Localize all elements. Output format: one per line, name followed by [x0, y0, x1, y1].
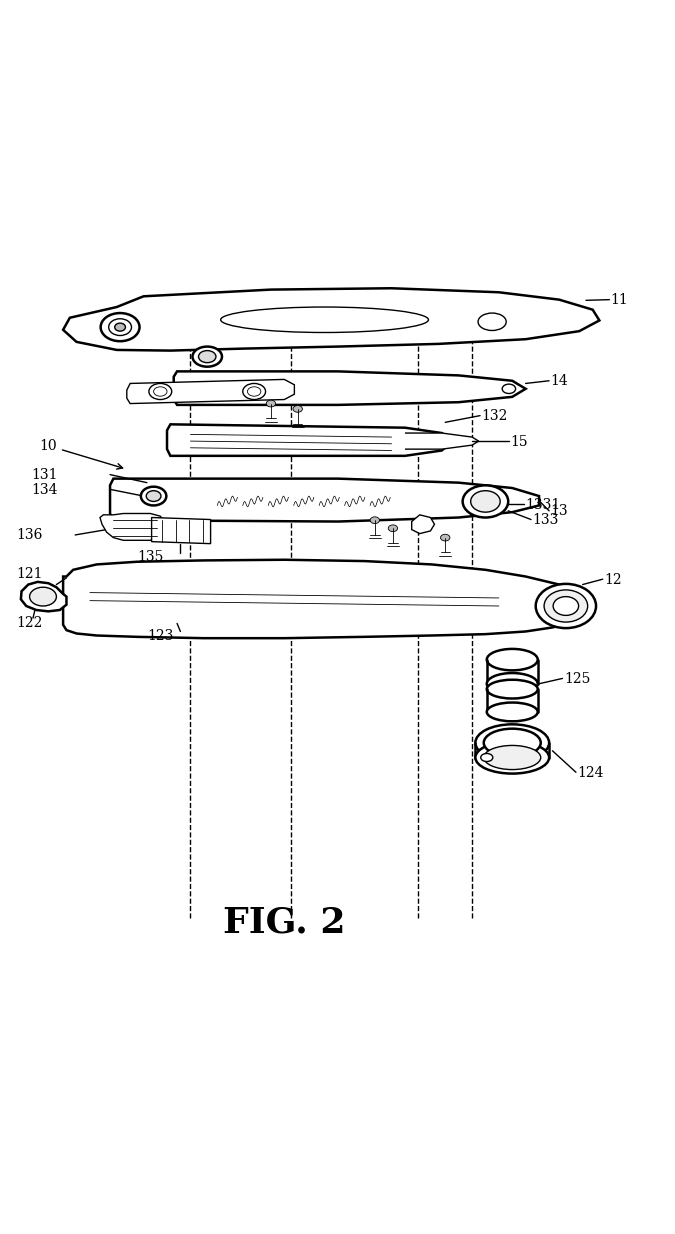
Ellipse shape: [101, 313, 139, 342]
Polygon shape: [110, 479, 539, 522]
Ellipse shape: [242, 384, 265, 400]
Polygon shape: [167, 424, 452, 457]
Polygon shape: [127, 380, 294, 404]
Text: 125: 125: [563, 671, 589, 686]
Polygon shape: [63, 560, 589, 638]
Ellipse shape: [486, 649, 537, 670]
Text: 135: 135: [137, 549, 163, 564]
Ellipse shape: [115, 323, 126, 332]
Text: 136: 136: [17, 528, 43, 542]
Ellipse shape: [148, 384, 171, 400]
Text: 15: 15: [510, 434, 527, 448]
Ellipse shape: [480, 754, 492, 761]
Ellipse shape: [30, 587, 56, 606]
Polygon shape: [411, 515, 434, 534]
Ellipse shape: [470, 491, 500, 512]
Ellipse shape: [475, 742, 548, 774]
Text: 132: 132: [481, 408, 507, 423]
Text: FIG. 2: FIG. 2: [223, 905, 345, 939]
Polygon shape: [404, 433, 478, 449]
Text: 134: 134: [31, 482, 57, 497]
Ellipse shape: [370, 517, 379, 524]
Text: 122: 122: [16, 616, 43, 629]
Polygon shape: [21, 582, 66, 612]
Ellipse shape: [552, 597, 578, 616]
Ellipse shape: [486, 680, 537, 698]
Ellipse shape: [535, 584, 595, 628]
Ellipse shape: [543, 590, 587, 622]
Ellipse shape: [198, 350, 215, 363]
Text: 124: 124: [576, 765, 603, 780]
Ellipse shape: [109, 320, 132, 336]
Ellipse shape: [483, 745, 540, 770]
Text: 10: 10: [40, 438, 57, 453]
Polygon shape: [63, 289, 599, 350]
Ellipse shape: [483, 729, 540, 756]
Text: 13: 13: [549, 505, 567, 518]
Text: 1331: 1331: [525, 497, 560, 511]
Text: 121: 121: [16, 568, 43, 581]
Ellipse shape: [140, 487, 166, 506]
Text: 133: 133: [532, 513, 558, 527]
Polygon shape: [100, 513, 163, 540]
Polygon shape: [151, 518, 211, 544]
Ellipse shape: [486, 703, 537, 722]
Ellipse shape: [475, 724, 548, 761]
Ellipse shape: [387, 526, 397, 532]
Ellipse shape: [146, 491, 161, 502]
Ellipse shape: [462, 486, 508, 518]
Text: 131: 131: [31, 468, 57, 482]
Text: 14: 14: [549, 374, 568, 389]
Ellipse shape: [192, 347, 221, 366]
Text: 11: 11: [610, 292, 628, 307]
Text: 12: 12: [603, 573, 621, 586]
Ellipse shape: [293, 406, 302, 412]
Polygon shape: [173, 371, 525, 405]
Ellipse shape: [440, 534, 450, 542]
Ellipse shape: [486, 674, 537, 695]
Text: 123: 123: [147, 629, 173, 643]
Ellipse shape: [266, 401, 275, 407]
Ellipse shape: [477, 313, 506, 331]
